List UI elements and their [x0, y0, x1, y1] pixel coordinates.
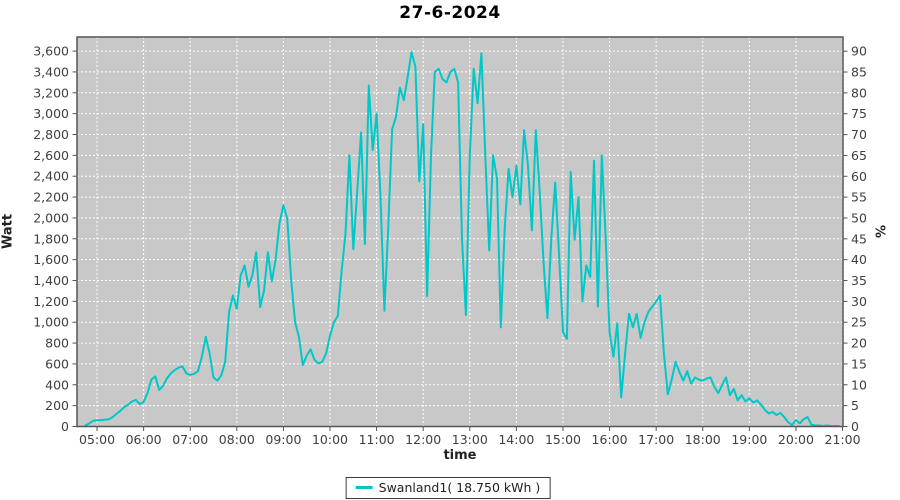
tick-label: 1,000 — [33, 315, 69, 330]
plot-background — [77, 37, 843, 427]
tick-label: 800 — [45, 336, 69, 351]
tick-label: 20:00 — [778, 432, 814, 447]
tick-label: 60 — [851, 169, 867, 184]
tick-label: 80 — [851, 85, 867, 100]
tick-label: 3,000 — [33, 106, 69, 121]
tick-label: 14:00 — [498, 432, 534, 447]
tick-label: 1,600 — [33, 252, 69, 267]
tick-label: 200 — [45, 398, 69, 413]
tick-label: 08:00 — [219, 432, 255, 447]
y-axis-label-percent: % — [871, 224, 887, 239]
tick-label: 3,600 — [33, 44, 69, 59]
tick-label: 90 — [851, 44, 867, 59]
tick-label: 25 — [851, 315, 867, 330]
plot-area: 02004006008001,0001,2001,4001,6001,8002,… — [33, 36, 867, 447]
tick-label: 40 — [851, 252, 867, 267]
tick-label: 35 — [851, 273, 867, 288]
tick-label: 55 — [851, 190, 867, 205]
y-axis-label-watt: Watt — [0, 213, 16, 250]
tick-label: 05:00 — [79, 432, 115, 447]
tick-label: 2,600 — [33, 148, 69, 163]
tick-label: 21:00 — [825, 432, 861, 447]
tick-label: 75 — [851, 106, 867, 121]
tick-label: 18:00 — [685, 432, 721, 447]
tick-label: 30 — [851, 294, 867, 309]
tick-label: 65 — [851, 148, 867, 163]
tick-label: 1,400 — [33, 273, 69, 288]
tick-label: 09:00 — [265, 432, 301, 447]
legend-line-swatch — [355, 486, 373, 489]
tick-label: 1,200 — [33, 294, 69, 309]
tick-label: 2,000 — [33, 210, 69, 225]
tick-label: 45 — [851, 231, 867, 246]
tick-label: 2,800 — [33, 127, 69, 142]
x-axis-label-time: time — [443, 448, 477, 463]
tick-label: 06:00 — [126, 432, 162, 447]
tick-label: 1,800 — [33, 231, 69, 246]
axis-tick-labels: 02004006008001,0001,2001,4001,6001,8002,… — [33, 44, 867, 447]
tick-label: 600 — [45, 356, 69, 371]
tick-label: 2,400 — [33, 169, 69, 184]
chart-title: 27-6-2024 — [399, 3, 501, 23]
tick-label: 07:00 — [172, 432, 208, 447]
tick-label: 85 — [851, 65, 867, 80]
tick-label: 3,400 — [33, 64, 69, 79]
tick-label: 50 — [851, 210, 867, 225]
tick-label: 400 — [45, 377, 69, 392]
tick-label: 10:00 — [312, 432, 348, 447]
tick-label: 17:00 — [638, 432, 674, 447]
tick-label: 70 — [851, 127, 867, 142]
tick-label: 11:00 — [359, 432, 395, 447]
tick-label: 15:00 — [545, 432, 581, 447]
tick-label: 0 — [851, 419, 859, 434]
tick-label: 20 — [851, 336, 867, 351]
series-line-swanland1 — [84, 51, 840, 427]
tick-label: 13:00 — [452, 432, 488, 447]
axis-ticks — [72, 50, 848, 431]
tick-label: 2,200 — [33, 190, 69, 205]
tick-label: 3,200 — [33, 85, 69, 100]
legend: Swanland1( 18.750 kWh ) — [345, 477, 551, 499]
tick-label: 19:00 — [731, 432, 767, 447]
legend-label: Swanland1( 18.750 kWh ) — [378, 480, 541, 495]
plot-border — [76, 36, 844, 428]
tick-label: 16:00 — [592, 432, 628, 447]
tick-label: 0 — [61, 419, 69, 434]
tick-label: 5 — [851, 398, 859, 413]
tick-label: 12:00 — [405, 432, 441, 447]
tick-label: 15 — [851, 356, 867, 371]
tick-label: 10 — [851, 377, 867, 392]
